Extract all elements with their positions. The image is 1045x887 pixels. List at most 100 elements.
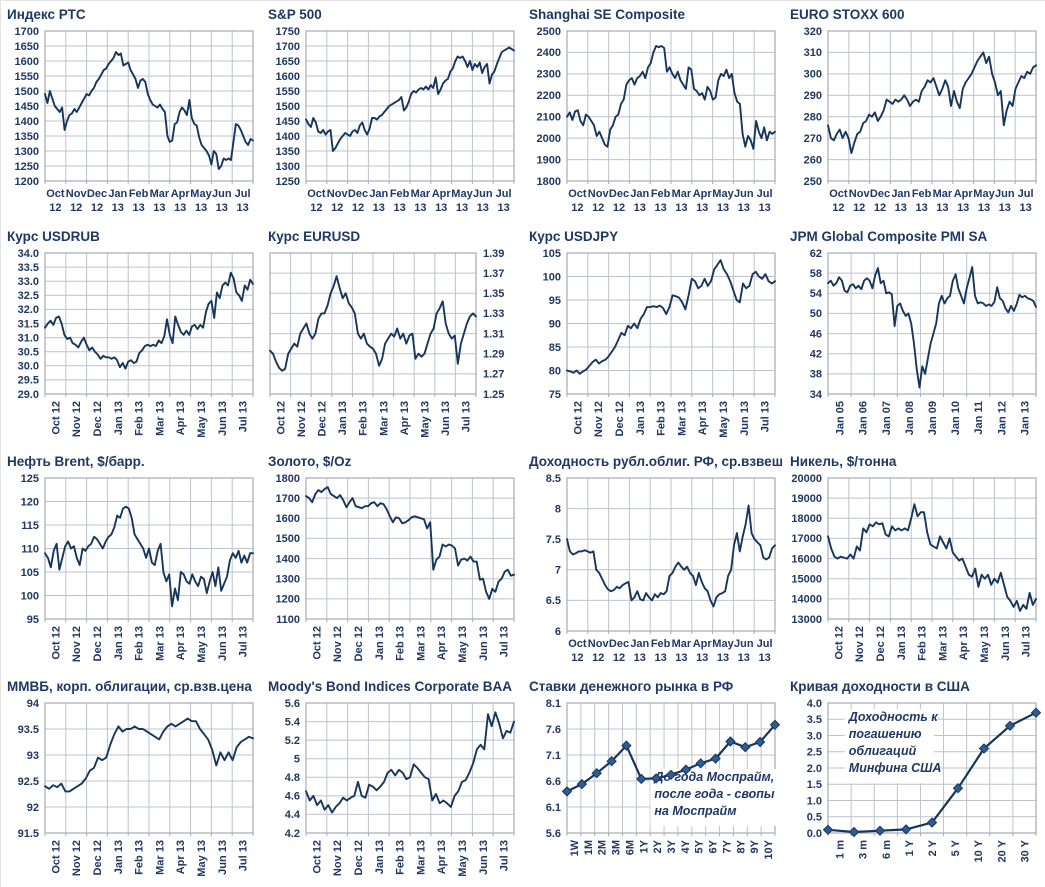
svg-text:8: 8: [555, 503, 561, 515]
svg-text:13: 13: [999, 202, 1011, 214]
svg-text:1.37: 1.37: [483, 268, 504, 280]
svg-text:34: 34: [810, 389, 823, 401]
svg-text:13: 13: [634, 202, 646, 214]
svg-text:3.0: 3.0: [807, 730, 822, 742]
svg-text:13: 13: [195, 202, 207, 214]
svg-text:Apr: Apr: [171, 188, 191, 200]
svg-text:7: 7: [555, 565, 561, 577]
svg-text:2400: 2400: [537, 47, 561, 59]
svg-text:после года - свопы: после года - свопы: [654, 787, 775, 801]
svg-text:12: 12: [91, 202, 103, 214]
svg-text:12: 12: [832, 202, 844, 214]
svg-text:Dec: Dec: [87, 188, 107, 200]
svg-text:5.4: 5.4: [285, 716, 301, 728]
svg-text:1900: 1900: [537, 154, 561, 166]
chart-title: Кривая доходности в США: [790, 679, 970, 694]
chart-plot: 1.39 1.37 1.35 1.33 1.31 1.29 1.27 1.25 Oct 12 No…: [269, 248, 504, 438]
svg-text:90: 90: [549, 318, 561, 330]
svg-text:1100: 1100: [276, 614, 300, 626]
svg-text:Mar: Mar: [933, 188, 953, 200]
svg-text:Jun 13: Jun 13: [217, 840, 229, 875]
svg-text:2500: 2500: [537, 26, 561, 38]
chart-canvas: 8.1 7.6 7.1 6.6 6.1 5.6 1W 1M 2M 3M 6M 1Y 2Y 3Y 4Y 5Y 6Y…: [523, 697, 784, 887]
svg-text:Oct 12: Oct 12: [311, 626, 323, 660]
chart-micex-corp-bonds: ММВБ, корп. облигации, ср.взв.цена 94 93.…: [1, 673, 262, 887]
svg-text:5.6: 5.6: [546, 828, 561, 840]
svg-text:13: 13: [497, 202, 509, 214]
svg-text:12: 12: [49, 202, 61, 214]
svg-text:6 m: 6 m: [881, 840, 893, 859]
svg-text:1600: 1600: [276, 513, 300, 525]
svg-text:1Y: 1Y: [638, 839, 650, 853]
svg-text:Dec: Dec: [870, 188, 890, 200]
svg-text:8Y: 8Y: [735, 839, 747, 853]
chart-canvas: 34.0 33.5 33.0 32.5 32.0 31.5 31.0 30.5 30.0 29.5…: [1, 247, 262, 448]
svg-text:1.5: 1.5: [807, 779, 822, 791]
svg-text:Nov 12: Nov 12: [332, 840, 344, 876]
svg-text:54: 54: [810, 288, 823, 300]
svg-text:Oct 12: Oct 12: [275, 401, 287, 435]
svg-text:2300: 2300: [537, 69, 561, 81]
svg-text:May: May: [712, 638, 734, 650]
svg-text:2200: 2200: [537, 90, 561, 102]
svg-text:Jan 05: Jan 05: [835, 401, 847, 435]
svg-text:Feb: Feb: [129, 188, 149, 200]
svg-text:95: 95: [549, 295, 561, 307]
chart-title: JPM Global Composite PMI SA: [790, 229, 988, 244]
chart-plot: 5.6 5.4 5.2 5 4.8 4.6 4.4 4.2 Oct 12 Nov 12 Dec 12…: [285, 698, 515, 877]
svg-text:Oct: Oct: [46, 188, 65, 200]
chart-canvas: 1.39 1.37 1.35 1.33 1.31 1.29 1.27 1.25 Oct 12 No…: [262, 247, 523, 448]
svg-text:1550: 1550: [15, 71, 39, 83]
svg-text:Jan 13: Jan 13: [1019, 401, 1031, 435]
svg-text:Nov 12: Nov 12: [296, 401, 308, 437]
svg-text:62: 62: [810, 248, 822, 260]
svg-text:Feb 13: Feb 13: [134, 626, 146, 661]
svg-text:Apr: Apr: [693, 188, 713, 200]
svg-text:Apr 13: Apr 13: [436, 626, 448, 660]
svg-text:May 13: May 13: [457, 626, 469, 663]
svg-text:12: 12: [853, 202, 865, 214]
svg-text:105: 105: [21, 567, 39, 579]
svg-text:42: 42: [810, 349, 822, 361]
svg-text:4.4: 4.4: [285, 809, 301, 821]
svg-text:Jan 13: Jan 13: [113, 401, 125, 435]
svg-text:1.33: 1.33: [483, 308, 504, 320]
svg-text:13: 13: [758, 652, 770, 664]
chart-plot: 8.587.576.56Oct12Nov12Dec12Jan13Feb13Mar…: [546, 473, 776, 664]
svg-text:1200: 1200: [15, 176, 39, 188]
svg-text:Oct 12: Oct 12: [833, 626, 845, 660]
svg-text:May 13: May 13: [420, 401, 432, 438]
chart-title: EURO STOXX 600: [790, 7, 905, 22]
svg-text:30.0: 30.0: [18, 361, 39, 373]
svg-text:12: 12: [592, 652, 604, 664]
svg-text:58: 58: [810, 268, 822, 280]
chart-usdrub: Курс USDRUB 34.0 33.5 33.0 32.5 32.0 31.5 31.0…: [1, 223, 262, 448]
svg-text:15000: 15000: [791, 574, 822, 586]
svg-text:Apr 13: Apr 13: [958, 626, 970, 660]
svg-text:Oct: Oct: [568, 188, 587, 200]
chart-plot: 94 93.5 93 92.5 92 91.5 Oct 12 Nov 12 Dec 12 Jan …: [18, 698, 254, 877]
svg-text:Apr 13: Apr 13: [436, 840, 448, 874]
svg-text:May: May: [712, 188, 734, 200]
svg-text:1W: 1W: [569, 839, 581, 856]
svg-text:80: 80: [549, 365, 561, 377]
svg-text:Mar: Mar: [411, 188, 431, 200]
svg-text:32.5: 32.5: [18, 290, 39, 302]
svg-text:13: 13: [654, 202, 666, 214]
svg-text:13: 13: [414, 202, 426, 214]
svg-text:6.1: 6.1: [546, 802, 561, 814]
svg-text:Oct: Oct: [829, 188, 848, 200]
svg-text:Jul 13: Jul 13: [238, 401, 250, 432]
svg-text:310: 310: [804, 47, 822, 59]
chart-title: Золото, $/Oz: [268, 454, 352, 469]
chart-plot: 20000 19000 18000 17000 16000 15000 14000 13000…: [791, 473, 1037, 663]
svg-text:12: 12: [352, 202, 364, 214]
svg-text:Jan 10: Jan 10: [950, 401, 962, 435]
svg-text:Jan: Jan: [630, 188, 649, 200]
svg-text:Mar 13: Mar 13: [154, 401, 166, 436]
svg-text:115: 115: [21, 520, 39, 532]
svg-text:Jun: Jun: [734, 188, 754, 200]
chart-canvas: 8.5 8 7.5 7 6.5 6 Oct 12 Nov 12 Dec 12 Jan 13 Feb 13 Mar…: [523, 472, 784, 673]
svg-text:1M: 1M: [583, 840, 595, 855]
